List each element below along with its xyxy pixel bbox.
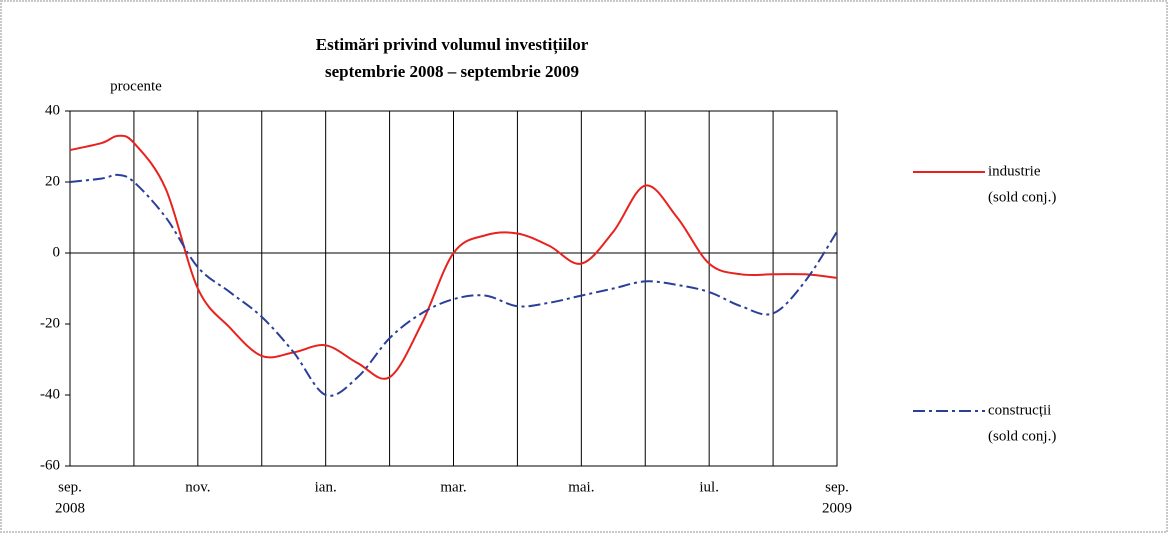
x-tick-label: nov.	[185, 479, 210, 495]
x-tick-label: sep.	[825, 479, 849, 495]
legend-note: (sold conj.)	[988, 189, 1056, 205]
x-year-label: 2009	[822, 500, 852, 516]
chart-title: Estimări privind volumul investițiilor	[316, 35, 589, 55]
x-tick-label: sep.	[58, 479, 82, 495]
series-line	[69, 134, 838, 380]
y-tick-label: -40	[40, 386, 60, 402]
x-tick-label: mai.	[568, 479, 594, 495]
x-tick-label: mar.	[440, 479, 466, 495]
y-tick-label: 20	[45, 173, 60, 189]
x-tick-label: iul.	[699, 479, 719, 495]
chart-title: septembrie 2008 – septembrie 2009	[325, 62, 579, 81]
y-axis-label: procente	[110, 78, 162, 94]
legend-label: construcții	[988, 402, 1051, 418]
y-tick-label: -20	[40, 315, 60, 331]
y-tick-label: 40	[45, 102, 60, 118]
legend-label: industrie	[988, 163, 1041, 179]
x-year-label: 2008	[55, 500, 85, 516]
legend-note: (sold conj.)	[988, 428, 1056, 444]
x-tick-label: ian.	[315, 479, 337, 495]
series-line	[69, 173, 838, 397]
y-tick-label: 0	[53, 244, 61, 260]
y-tick-label: -60	[40, 457, 60, 473]
